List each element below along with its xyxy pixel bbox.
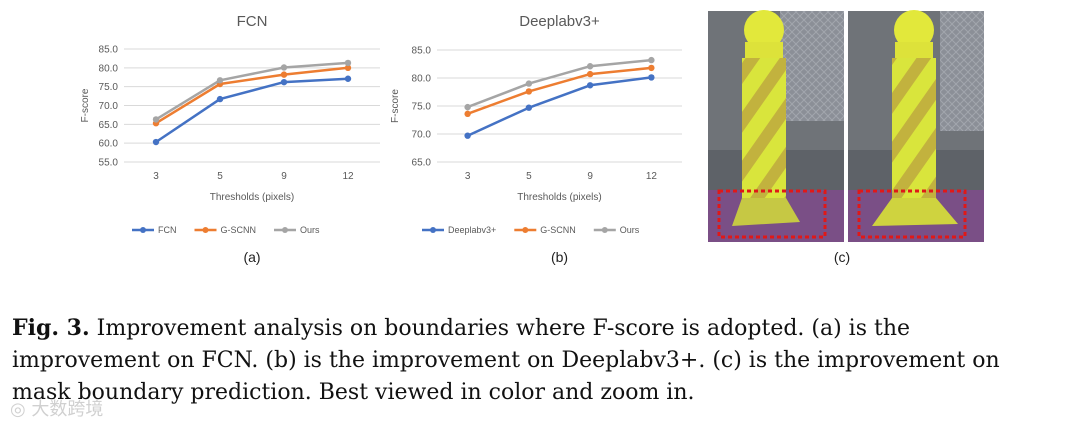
data-point (344, 75, 352, 82)
data-point (648, 64, 655, 72)
chart-title: FCN (237, 13, 268, 30)
y-tick-label: 65.0 (412, 158, 432, 169)
panel-label-c: (c) (834, 249, 850, 265)
x-tick-label: 9 (281, 171, 287, 182)
legend-marker (522, 227, 529, 233)
y-tick-label: 80.0 (99, 63, 119, 74)
image-panel-c: (c) (708, 10, 984, 265)
x-tick-label: 5 (526, 171, 532, 182)
legend-entry: G-SCNN (540, 225, 576, 235)
series-line-fcn (155, 77, 349, 144)
y-tick-label: 80.0 (412, 74, 432, 85)
watermark-logo: ◎ 大数跨境 (10, 399, 104, 420)
y-tick-label: 70.0 (412, 130, 432, 141)
y-tick-label: 75.0 (412, 102, 432, 113)
prediction-right-image (848, 10, 984, 242)
data-point (525, 80, 533, 87)
panel-label: (b) (551, 249, 568, 265)
y-axis-label: F-score (80, 88, 91, 122)
x-tick-label: 3 (153, 171, 159, 182)
data-point (280, 64, 288, 71)
series-line-g-scnn (467, 66, 652, 115)
figure-canvas: FCN 55.0 60.0 65.0 70.0 75.0 80.0 85.0 3 5 9 12 Thre… (80, 10, 984, 265)
prediction-left-image (708, 10, 844, 242)
data-point (280, 78, 288, 86)
data-point (525, 88, 533, 95)
series-line-ours (155, 61, 349, 121)
data-point (525, 104, 533, 111)
y-tick-label: 55.0 (99, 158, 119, 169)
data-point (648, 56, 655, 64)
chart-title: Deeplabv3+ (519, 13, 600, 30)
data-point (586, 82, 594, 89)
y-tick-label: 85.0 (99, 45, 119, 56)
data-point (152, 138, 160, 146)
legend-entry: Deeplabv3+ (448, 225, 496, 235)
x-tick-label: 12 (646, 171, 658, 182)
data-point (216, 77, 224, 84)
data-point (152, 116, 160, 123)
y-tick-label: 85.0 (412, 46, 432, 57)
x-tick-label: 3 (465, 171, 471, 182)
data-point (464, 132, 471, 139)
legend-marker (601, 227, 608, 233)
legend-entry: Ours (620, 225, 640, 235)
data-point (586, 70, 594, 78)
y-tick-label: 65.0 (99, 120, 119, 131)
x-tick-label: 12 (342, 171, 354, 182)
data-point (464, 110, 471, 118)
x-tick-label: 5 (217, 171, 223, 182)
caption-text: Improvement analysis on boundaries where… (12, 316, 1000, 405)
data-point (344, 59, 352, 67)
chart-deeplabv3plus: Deeplabv3+ 65.0 70.0 75.0 80.0 85.0 3 5 9 12 Thres… (390, 13, 682, 265)
series-line-g-scnn (155, 66, 349, 125)
figure-caption: Fig. 3. Improvement analysis on boundari… (12, 312, 1052, 409)
y-tick-label: 75.0 (99, 82, 119, 93)
chart-fcn: FCN 55.0 60.0 65.0 70.0 75.0 80.0 85.0 3 5 9 12 Thre… (80, 13, 380, 265)
x-axis-label: Thresholds (pixels) (210, 192, 294, 203)
y-tick-label: 70.0 (99, 101, 119, 112)
panel-label: (a) (243, 249, 260, 265)
data-point (344, 64, 352, 72)
legend-marker (202, 227, 209, 233)
x-tick-label: 9 (587, 171, 593, 182)
series-line-ours (467, 58, 652, 109)
data-point (280, 71, 288, 78)
legend-marker (430, 227, 436, 233)
y-tick-label: 60.0 (99, 139, 119, 150)
caption-label: Fig. 3. (12, 315, 90, 341)
data-point (216, 95, 224, 103)
x-axis-label: Thresholds (pixels) (517, 192, 601, 203)
legend-entry: FCN (158, 225, 177, 235)
series-line-deeplabv3- (467, 76, 652, 137)
data-point (586, 63, 594, 70)
y-axis-label: F-score (390, 89, 401, 123)
data-point (464, 103, 471, 111)
legend-marker (140, 227, 146, 233)
legend-entry: Ours (300, 225, 320, 235)
legend-marker (282, 227, 288, 233)
data-point (648, 74, 655, 81)
legend-entry: G-SCNN (221, 225, 257, 235)
